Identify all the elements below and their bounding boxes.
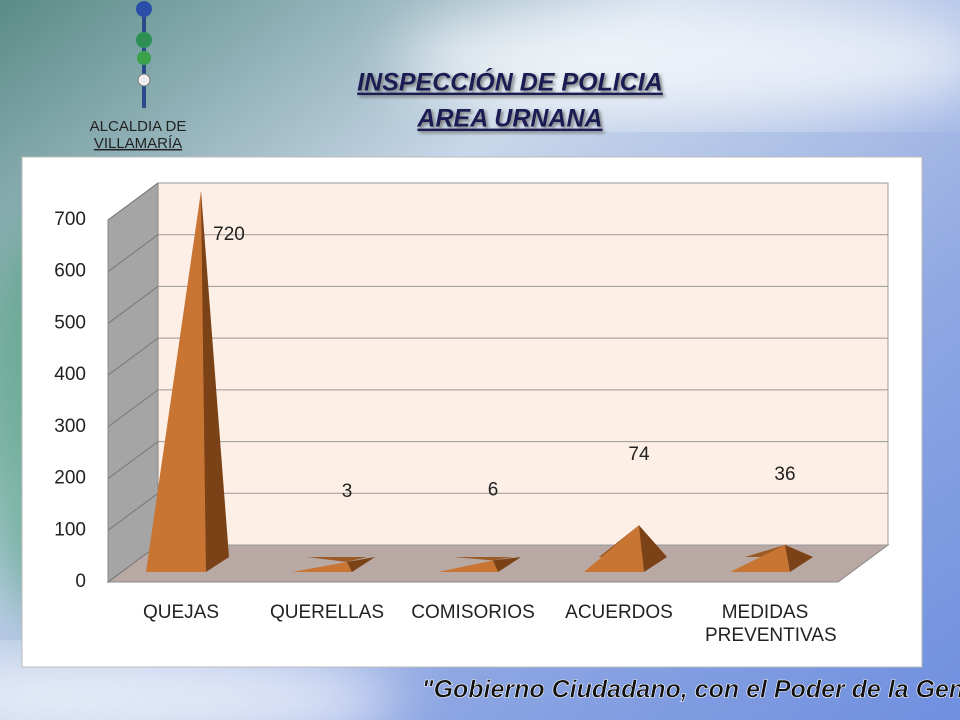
side-wall xyxy=(107,182,159,583)
chart-subtitle: AREA URNANA xyxy=(416,105,602,133)
grid-line xyxy=(107,441,159,479)
y-tick-label: 500 xyxy=(54,312,86,333)
back-wall xyxy=(157,182,889,546)
data-label: 74 xyxy=(628,444,650,465)
logo-bead xyxy=(137,73,151,87)
y-tick-label: 600 xyxy=(54,261,86,282)
logo: ALCALDIA DE VILLAMARÍA xyxy=(90,1,187,152)
data-label: 3 xyxy=(342,481,353,502)
pyramid-face xyxy=(453,557,513,561)
pyramid xyxy=(584,525,667,572)
footer: "Gobierno Ciudadano, con el Poder de la … xyxy=(422,676,960,704)
x-tick-label: COMISORIOS xyxy=(411,602,535,623)
logo-text: ALCALDIA DE xyxy=(90,118,187,135)
pyramid-face xyxy=(639,525,667,572)
y-tick-label: 400 xyxy=(54,364,86,385)
pyramid-face xyxy=(347,557,375,572)
chart-title: INSPECCIÓN DE POLICIA xyxy=(357,68,663,97)
pyramid-face xyxy=(146,191,206,572)
pyramid-face xyxy=(307,557,367,562)
pyramid-face xyxy=(785,544,813,572)
pyramid-face xyxy=(493,557,521,572)
x-tick-label: QUEJAS xyxy=(142,602,220,623)
grid-line xyxy=(107,389,159,428)
logo-bead xyxy=(137,51,151,65)
pyramid xyxy=(292,557,375,572)
y-tick-label: 100 xyxy=(54,519,86,540)
pyramid xyxy=(438,557,521,572)
grid-line xyxy=(107,337,159,376)
y-tick-label: 300 xyxy=(54,416,86,437)
y-tick-label: 0 xyxy=(75,571,86,592)
pyramid xyxy=(730,544,813,572)
data-label: 720 xyxy=(213,224,245,245)
x-tick-label: QUERELLAS xyxy=(269,602,385,623)
logo-bead xyxy=(136,32,152,48)
grid-line xyxy=(107,234,159,273)
grid-line xyxy=(107,286,159,324)
grid-line xyxy=(107,182,159,221)
data-label: 36 xyxy=(774,464,795,485)
pyramid-face xyxy=(438,560,498,572)
x-tick-label: ACUERDOS xyxy=(565,602,673,623)
y-tick-label: 200 xyxy=(54,468,86,489)
bg-blob xyxy=(400,0,960,120)
grid-line xyxy=(107,492,159,531)
x-tick-label: MEDIDAS PREVENTIVAS xyxy=(705,602,837,646)
pyramid-face xyxy=(292,561,352,572)
y-tick-label: 700 xyxy=(54,209,86,230)
logo-bead xyxy=(136,1,152,17)
pyramid-face xyxy=(584,525,644,572)
data-label: 6 xyxy=(488,479,499,500)
pyramid-face xyxy=(730,544,790,572)
bg-blob xyxy=(0,650,400,720)
pyramid xyxy=(146,191,229,572)
pyramid-face xyxy=(201,191,229,572)
logo-text: VILLAMARÍA xyxy=(94,135,182,152)
